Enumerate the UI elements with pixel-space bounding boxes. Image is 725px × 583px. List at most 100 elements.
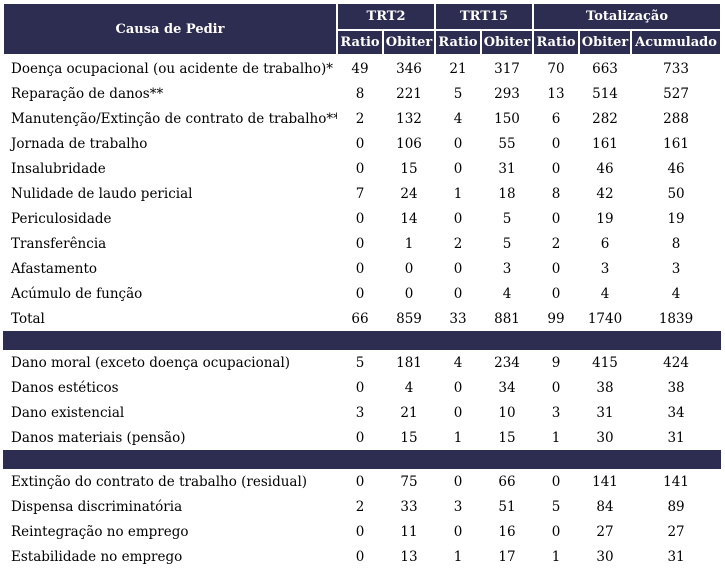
table-container: Causa de Pedir TRT2 TRT15 Totalização Ra… xyxy=(2,2,723,569)
cell-value: 0 xyxy=(355,473,365,490)
row-label: Dano moral (exceto doença ocupacional) xyxy=(11,354,291,371)
cell-value: 31 xyxy=(667,548,685,565)
row-label: Periculosidade xyxy=(11,210,112,227)
cell-value: 4 xyxy=(453,354,463,371)
group-header-totalizacao: Totalização xyxy=(532,2,723,31)
table-header: Causa de Pedir TRT2 TRT15 Totalização Ra… xyxy=(2,2,723,56)
cell-value: 424 xyxy=(663,354,689,371)
cell-value: 1 xyxy=(453,185,463,202)
cell-value: 9 xyxy=(551,354,561,371)
table-row: Total 66 859 33 881 99 1740 1839 xyxy=(3,306,721,331)
cell-value: 881 xyxy=(494,310,520,327)
cell-value: 3 xyxy=(502,260,512,277)
cell-value: 13 xyxy=(400,548,418,565)
cell-value: 2 xyxy=(355,498,365,515)
table-row: Estabilidade no emprego 0 13 1 17 1 30 31 xyxy=(3,544,721,569)
group-header-trt2: TRT2 xyxy=(336,2,436,31)
table-row: Danos estéticos 0 4 0 34 0 38 38 xyxy=(3,375,721,400)
cell-value: 0 xyxy=(404,260,414,277)
cell-value: 46 xyxy=(667,160,685,177)
cell-value: 161 xyxy=(663,135,689,152)
cell-value: 5 xyxy=(551,498,561,515)
table-row: Extinção do contrato de trabalho (residu… xyxy=(3,469,721,494)
section-separator xyxy=(3,450,722,469)
cell-value: 0 xyxy=(355,135,365,152)
cell-value: 4 xyxy=(502,285,512,302)
cell-value: 415 xyxy=(592,354,618,371)
cell-value: 1 xyxy=(453,429,463,446)
cell-value: 161 xyxy=(592,135,618,152)
section-separator-band xyxy=(3,331,722,350)
section-separator xyxy=(3,331,722,350)
cell-value: 15 xyxy=(400,160,418,177)
cell-value: 8 xyxy=(355,85,365,102)
cell-value: 527 xyxy=(663,85,689,102)
cell-value: 30 xyxy=(596,429,614,446)
cell-value: 0 xyxy=(355,260,365,277)
table-row: Acúmulo de função 0 0 0 4 0 4 4 xyxy=(3,281,721,306)
cell-value: 1 xyxy=(551,429,561,446)
cell-value: 5 xyxy=(355,354,365,371)
cell-value: 859 xyxy=(396,310,422,327)
row-label: Jornada de trabalho xyxy=(11,135,148,152)
cell-value: 0 xyxy=(355,548,365,565)
cell-value: 7 xyxy=(355,185,365,202)
cell-value: 33 xyxy=(400,498,418,515)
table-row: Manutenção/Extinção de contrato de traba… xyxy=(3,106,721,131)
cell-value: 8 xyxy=(551,185,561,202)
cell-value: 0 xyxy=(551,473,561,490)
row-label: Nulidade de laudo pericial xyxy=(11,185,193,202)
cell-value: 3 xyxy=(453,498,463,515)
column-header-acumulado: Acumulado xyxy=(630,29,723,56)
cell-value: 181 xyxy=(396,354,422,371)
cell-value: 5 xyxy=(502,235,512,252)
cell-value: 0 xyxy=(453,285,463,302)
cell-value: 346 xyxy=(396,60,422,77)
cell-value: 0 xyxy=(453,404,463,421)
cell-value: 0 xyxy=(355,235,365,252)
table-row: Dispensa discriminatória 2 33 3 51 5 84 89 xyxy=(3,494,721,519)
header-subcolumn-row: Ratio Obiter Ratio Obiter Ratio Obiter Acumula… xyxy=(3,29,723,56)
cell-value: 0 xyxy=(453,160,463,177)
column-header-obiter: Obiter xyxy=(382,29,436,56)
cell-value: 1 xyxy=(551,548,561,565)
cell-value: 46 xyxy=(596,160,614,177)
cell-value: 141 xyxy=(663,473,689,490)
cell-value: 34 xyxy=(498,379,516,396)
cell-value: 3 xyxy=(671,260,681,277)
column-header-ratio: Ratio xyxy=(336,29,384,56)
row-label: Extinção do contrato de trabalho (residu… xyxy=(11,473,308,490)
cell-value: 55 xyxy=(498,135,516,152)
cell-value: 0 xyxy=(551,210,561,227)
cell-value: 317 xyxy=(494,60,520,77)
cell-value: 5 xyxy=(453,85,463,102)
cell-value: 42 xyxy=(596,185,614,202)
cell-value: 51 xyxy=(498,498,516,515)
cell-value: 31 xyxy=(667,429,685,446)
cell-value: 132 xyxy=(396,110,422,127)
table-row: Danos materiais (pensão) 0 15 1 15 1 30 31 xyxy=(3,425,721,450)
row-label: Total xyxy=(11,310,45,327)
cell-value: 1740 xyxy=(587,310,623,327)
cell-value: 733 xyxy=(663,60,689,77)
cell-value: 0 xyxy=(453,135,463,152)
cell-value: 34 xyxy=(667,404,685,421)
row-label: Dano existencial xyxy=(11,404,125,421)
cell-value: 0 xyxy=(453,473,463,490)
row-label: Afastamento xyxy=(11,260,97,277)
cell-value: 24 xyxy=(400,185,418,202)
cell-value: 70 xyxy=(547,60,565,77)
cell-value: 2 xyxy=(551,235,561,252)
table-body: Doença ocupacional (ou acidente de traba… xyxy=(3,55,722,569)
table-row: Dano moral (exceto doença ocupacional) 5 1… xyxy=(3,350,721,375)
table-row: Insalubridade 0 15 0 31 0 46 46 xyxy=(3,156,721,181)
table-row: Afastamento 0 0 0 3 0 3 3 xyxy=(3,256,721,281)
cell-value: 66 xyxy=(351,310,369,327)
cell-value: 288 xyxy=(663,110,689,127)
cell-value: 27 xyxy=(596,523,614,540)
cell-value: 50 xyxy=(667,185,685,202)
cell-value: 1 xyxy=(404,235,414,252)
cell-value: 75 xyxy=(400,473,418,490)
cell-value: 49 xyxy=(351,60,369,77)
cell-value: 14 xyxy=(400,210,418,227)
